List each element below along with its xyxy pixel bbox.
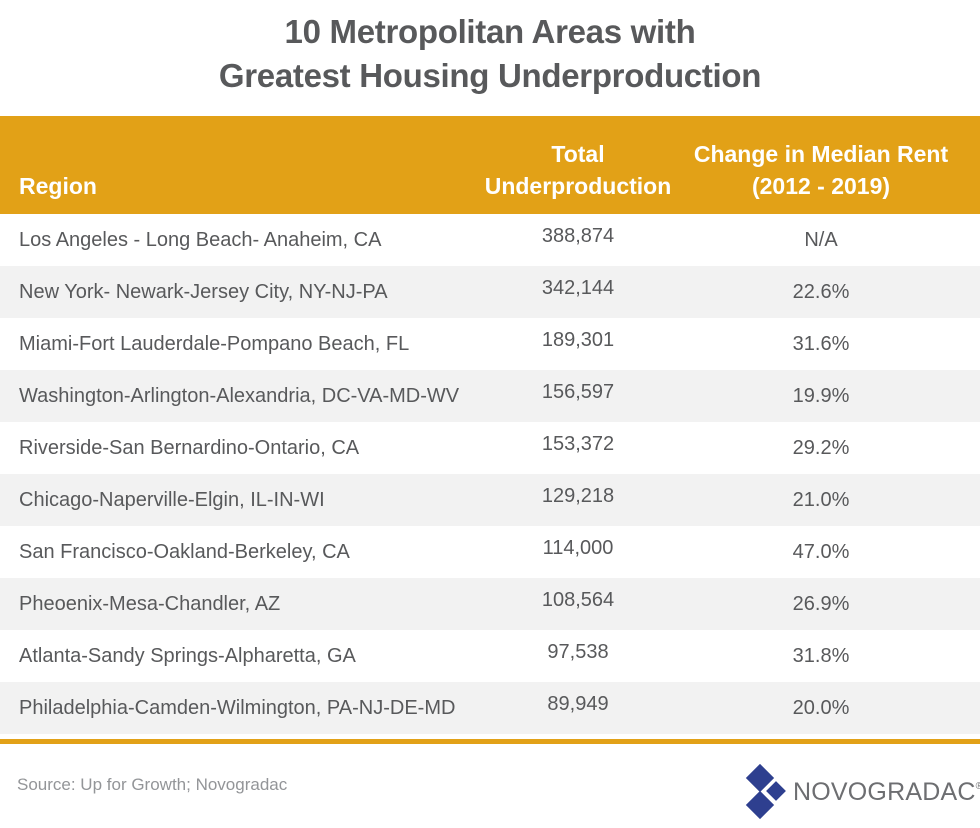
table-row: San Francisco-Oakland-Berkeley, CA 114,00… (0, 526, 980, 578)
header-region: Region (19, 173, 97, 199)
rent-change-cell: 47.0% (792, 541, 850, 563)
logo-tile-top (745, 764, 775, 793)
rent-change-cell: N/A (804, 229, 838, 251)
header-underproduction-line2: Underproduction (484, 173, 672, 199)
underproduction-cell: 89,949 (547, 693, 609, 715)
header-underproduction-line1: Total (551, 141, 605, 167)
underproduction-cell: 153,372 (541, 433, 615, 455)
table-header: Region Total Underproduction Change in M… (0, 116, 980, 214)
table-row: Los Angeles - Long Beach- Anaheim, CA 388… (0, 214, 980, 266)
rent-change-cell: 20.0% (792, 697, 850, 719)
header-rent-change-line1: Change in Median Rent (693, 141, 949, 167)
table-row: New York- Newark-Jersey City, NY-NJ-PA 34… (0, 266, 980, 318)
rent-change-cell: 26.9% (792, 593, 850, 615)
rent-change-cell: 22.6% (792, 281, 850, 303)
region-cell: Atlanta-Sandy Springs-Alpharetta, GA (19, 645, 356, 667)
logo-wordmark: NOVOGRADAC® (793, 778, 980, 807)
rent-change-cell: 31.8% (792, 645, 850, 667)
table-row: Washington-Arlington-Alexandria, DC-VA-M… (0, 370, 980, 422)
underproduction-cell: 129,218 (541, 485, 615, 507)
rent-change-cell: 29.2% (792, 437, 850, 459)
table-row: Atlanta-Sandy Springs-Alpharetta, GA 97,5… (0, 630, 980, 682)
table-row: Philadelphia-Camden-Wilmington, PA-NJ-DE… (0, 682, 980, 734)
source-note: Source: Up for Growth; Novogradac (17, 775, 288, 794)
logo-text: NOVOGRADAC (793, 778, 976, 806)
region-cell: Philadelphia-Camden-Wilmington, PA-NJ-DE… (19, 697, 456, 719)
underproduction-cell: 108,564 (541, 589, 615, 611)
diamond-tiles-icon (745, 764, 786, 820)
title-line-2: Greatest Housing Underproduction (218, 57, 762, 94)
title-line-1: 10 Metropolitan Areas with (284, 13, 696, 50)
header-rent-change: Change in Median Rent (2012 - 2019) (680, 138, 962, 202)
region-cell: Washington-Arlington-Alexandria, DC-VA-M… (19, 385, 460, 407)
header-rent-change-line2: (2012 - 2019) (751, 173, 891, 199)
underproduction-cell: 388,874 (541, 225, 615, 247)
underproduction-cell: 342,144 (541, 277, 615, 299)
rent-change-cell: 21.0% (792, 489, 850, 511)
header-underproduction: Total Underproduction (476, 138, 680, 202)
rent-change-cell: 31.6% (792, 333, 850, 355)
logo-tile-bottom (745, 790, 775, 820)
registered-mark: ® (975, 781, 980, 792)
underproduction-cell: 156,597 (541, 381, 615, 403)
underproduction-cell: 97,538 (547, 641, 609, 663)
novogradac-logo: NOVOGRADAC® (742, 764, 980, 820)
table-row: Riverside-San Bernardino-Ontario, CA 153,… (0, 422, 980, 474)
table-bottom-rule (0, 739, 980, 744)
region-cell: Riverside-San Bernardino-Ontario, CA (19, 437, 360, 459)
region-cell: Los Angeles - Long Beach- Anaheim, CA (19, 229, 382, 251)
logo-tile-right (766, 781, 786, 801)
underproduction-cell: 189,301 (541, 329, 615, 351)
underproduction-cell: 114,000 (542, 537, 614, 559)
region-cell: Pheoenix-Mesa-Chandler, AZ (19, 593, 281, 615)
table-body: Los Angeles - Long Beach- Anaheim, CA 388… (0, 214, 980, 734)
table-row: Miami-Fort Lauderdale-Pompano Beach, FL 1… (0, 318, 980, 370)
table-row: Pheoenix-Mesa-Chandler, AZ 108,564 26.9% (0, 578, 980, 630)
region-cell: San Francisco-Oakland-Berkeley, CA (19, 541, 350, 563)
table-row: Chicago-Naperville-Elgin, IL-IN-WI 129,21… (0, 474, 980, 526)
region-cell: Chicago-Naperville-Elgin, IL-IN-WI (19, 489, 325, 511)
rent-change-cell: 19.9% (792, 385, 850, 407)
chart-title: 10 Metropolitan Areas with Greatest Hous… (0, 10, 980, 98)
region-cell: Miami-Fort Lauderdale-Pompano Beach, FL (19, 333, 410, 355)
region-cell: New York- Newark-Jersey City, NY-NJ-PA (19, 281, 388, 303)
data-table: Region Total Underproduction Change in M… (0, 116, 980, 734)
